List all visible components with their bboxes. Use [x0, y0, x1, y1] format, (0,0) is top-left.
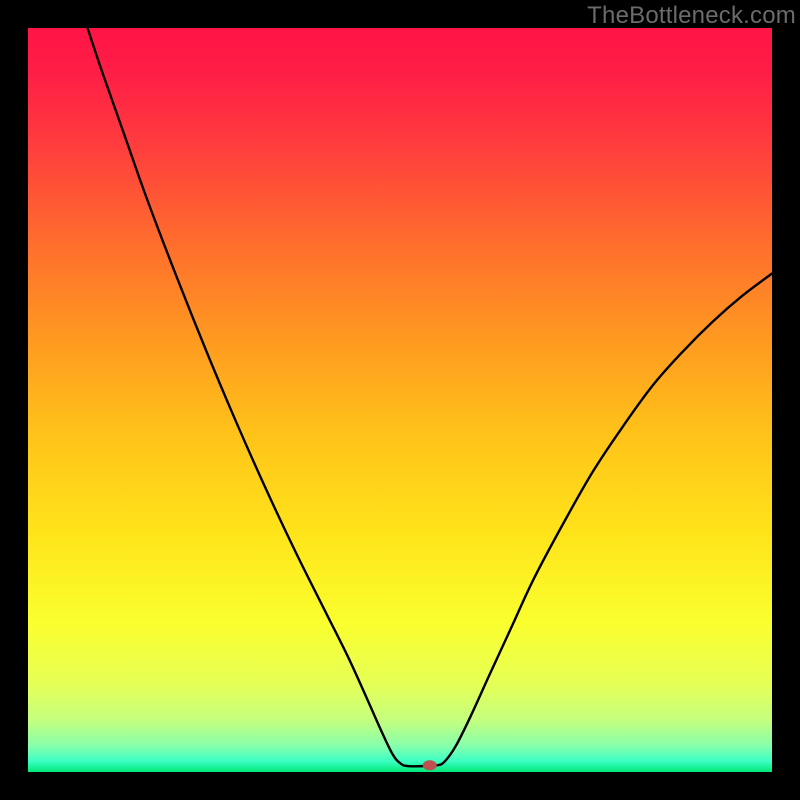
gradient-background: [28, 28, 772, 772]
watermark-text: TheBottleneck.com: [587, 2, 796, 30]
chart-frame: TheBottleneck.com: [0, 0, 800, 800]
optimal-point-marker: [423, 760, 437, 770]
bottleneck-curve-chart: [28, 28, 772, 772]
plot-area: [28, 28, 772, 772]
